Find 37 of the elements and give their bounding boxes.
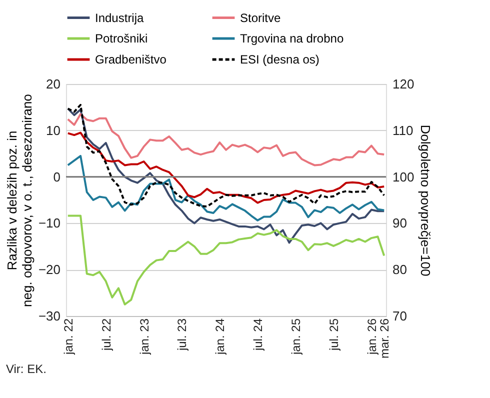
legend-label: Trgovina na drobno xyxy=(240,32,344,46)
y-tick-label: 20 xyxy=(46,76,60,92)
y-tick-label: 10 xyxy=(46,122,60,138)
y2-tick-label: 120 xyxy=(392,76,414,92)
x-tick-label: jan. 25 xyxy=(289,318,304,356)
legend-label: Industrija xyxy=(95,10,144,25)
y-axis-title: Razlika v deležih poz. in neg. odgovorov, v o. t., desezonirano xyxy=(4,94,34,307)
legend-label: Gradbeništvo xyxy=(95,52,167,66)
line-series xyxy=(66,108,386,244)
legend-label: ESI (desna os) xyxy=(240,52,320,66)
x-tick-label: jan. 26 xyxy=(364,318,379,356)
legend-label: Potrošniki xyxy=(95,32,148,46)
y-tick-label: −10 xyxy=(38,216,60,231)
line-series xyxy=(66,154,386,222)
y2-axis-title: Dolgoletno povprečje=100 xyxy=(418,124,434,276)
y2-tick-label: 100 xyxy=(392,169,414,184)
y2-tick-label: 110 xyxy=(392,122,414,138)
y-tick-label: 0 xyxy=(53,169,60,184)
y-tick-label: −30 xyxy=(38,308,60,324)
line-series xyxy=(66,104,386,208)
x-tick-label: jan. 22 xyxy=(61,318,76,356)
text: Vir: EK. xyxy=(6,362,46,376)
x-tick-label: mar. 26 xyxy=(378,318,392,359)
y2-tick-label: 80 xyxy=(392,262,407,278)
x-tick-label: jan. 24 xyxy=(213,318,228,356)
x-tick-label: jul. 22 xyxy=(99,318,114,352)
x-tick-label: jul. 25 xyxy=(327,318,342,352)
x-tick-label: jan. 23 xyxy=(137,318,152,356)
legend-label: Storitve xyxy=(240,10,282,25)
y-tick-label: −20 xyxy=(38,262,60,278)
line-series xyxy=(66,113,386,166)
y2-tick-label: 90 xyxy=(392,216,407,231)
line-series xyxy=(66,214,386,306)
y2-tick-label: 70 xyxy=(392,308,407,324)
x-tick-label: jul. 23 xyxy=(175,318,190,352)
line-series xyxy=(66,132,386,204)
x-tick-label: jul. 24 xyxy=(251,318,266,352)
